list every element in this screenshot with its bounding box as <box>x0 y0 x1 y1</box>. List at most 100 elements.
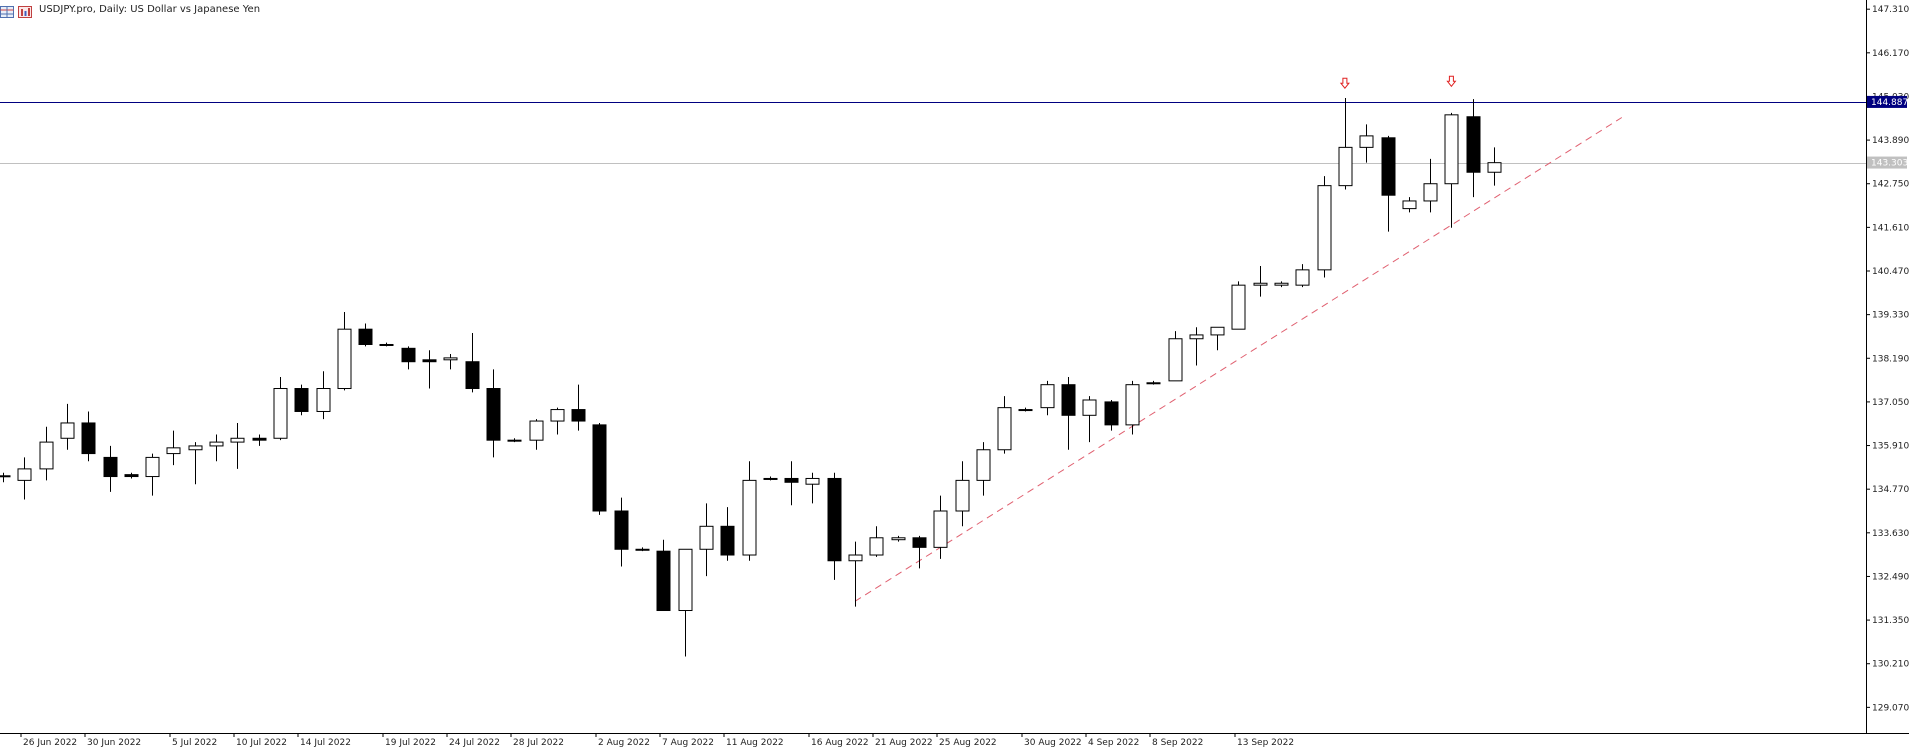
candle <box>1018 407 1033 412</box>
trendline[interactable] <box>854 117 1623 602</box>
x-tick-label: 5 Jul 2022 <box>172 738 217 748</box>
y-tick-label: 147.310 <box>1872 5 1909 15</box>
candle <box>209 434 224 462</box>
candle <box>337 311 352 391</box>
candle-body <box>592 424 607 512</box>
candle-body <box>294 388 309 412</box>
candle-body <box>1317 185 1332 271</box>
candle-body <box>401 347 416 363</box>
candle <box>316 371 331 420</box>
candle <box>529 419 544 450</box>
down-arrow-icon <box>1339 77 1350 90</box>
arrow-shape <box>1339 77 1350 90</box>
candle <box>550 407 565 435</box>
candle-body <box>358 328 373 345</box>
candle-body <box>1231 284 1246 330</box>
candle <box>1146 380 1161 385</box>
candle-body <box>976 449 991 481</box>
candle <box>1104 399 1119 431</box>
candle-body <box>230 437 245 443</box>
candle-body <box>571 409 586 422</box>
candle <box>1061 377 1076 450</box>
candle <box>933 495 948 559</box>
y-tick-label: 134.770 <box>1872 485 1909 495</box>
candle <box>17 457 32 500</box>
x-tick-label: 25 Aug 2022 <box>939 738 997 748</box>
candle <box>1210 326 1225 351</box>
candle <box>1295 264 1310 288</box>
candle-body <box>1487 162 1502 173</box>
markers-group <box>1339 75 1457 90</box>
candle <box>401 346 416 370</box>
y-tick-label: 139.330 <box>1872 311 1909 321</box>
candle-body <box>699 525 714 550</box>
candle <box>1402 197 1417 213</box>
candle <box>294 384 309 416</box>
candle <box>784 461 799 506</box>
chart-grid-icon[interactable] <box>0 3 14 18</box>
candle <box>614 497 629 567</box>
candle-body <box>1359 135 1374 148</box>
y-tick-label: 130.210 <box>1872 660 1909 670</box>
y-tick-label: 137.050 <box>1872 398 1909 408</box>
candle <box>103 445 118 492</box>
candle <box>742 461 757 561</box>
candle <box>39 426 54 481</box>
candle-body <box>1125 384 1140 426</box>
candle <box>571 384 586 431</box>
candle <box>443 354 458 370</box>
candle-body <box>166 447 181 455</box>
chart-bars-icon[interactable] <box>18 3 32 18</box>
candle-body <box>443 357 458 361</box>
candle <box>848 541 863 607</box>
candle-body <box>1444 114 1459 185</box>
x-tick-label: 16 Aug 2022 <box>811 738 869 748</box>
candle-body <box>337 328 352 390</box>
candle-body <box>1104 401 1119 426</box>
candle <box>1359 124 1374 163</box>
candle <box>955 461 970 527</box>
candle <box>188 442 203 485</box>
candle-body <box>1253 282 1268 286</box>
candle <box>912 535 927 569</box>
y-tick-label: 131.350 <box>1872 616 1909 626</box>
y-tick-label: 133.630 <box>1872 529 1909 539</box>
y-tick-label: 146.170 <box>1872 49 1909 59</box>
candle-body <box>17 468 32 481</box>
candle-body <box>60 422 75 439</box>
x-tick-label: 4 Sep 2022 <box>1088 738 1139 748</box>
candle-body <box>1423 183 1438 202</box>
candle-body <box>656 550 671 612</box>
y-tick-label: 129.070 <box>1872 703 1909 713</box>
candle-body <box>891 537 906 541</box>
y-tick-label: 135.910 <box>1872 442 1909 452</box>
candle <box>1040 380 1055 416</box>
y-tick-label: 142.750 <box>1872 180 1909 190</box>
candle <box>145 453 160 496</box>
candle-body <box>188 445 203 451</box>
x-tick-label: 13 Sep 2022 <box>1237 738 1294 748</box>
candle-body <box>1466 116 1481 173</box>
candle <box>1338 97 1353 190</box>
x-tick-label: 24 Jul 2022 <box>449 738 500 748</box>
candle <box>1082 396 1097 443</box>
candle <box>60 403 75 450</box>
x-tick-label: 8 Sep 2022 <box>1152 738 1203 748</box>
candle <box>230 422 245 469</box>
candle <box>1317 176 1332 278</box>
x-tick-label: 26 Jun 2022 <box>23 738 77 748</box>
candle <box>1444 112 1459 228</box>
price-level-tag <box>1867 95 1907 108</box>
y-tick-label: 143.890 <box>1872 136 1909 146</box>
price-level-tag-label: 143.303 <box>1871 159 1908 169</box>
candle-body <box>1189 334 1204 340</box>
candle <box>1231 281 1246 330</box>
price-level-tag-label: 144.887 <box>1871 98 1908 108</box>
candle-body <box>0 475 11 478</box>
candle-body <box>869 537 884 556</box>
candle-body <box>379 343 394 346</box>
candle-body <box>742 479 757 556</box>
candle-body <box>486 388 501 441</box>
